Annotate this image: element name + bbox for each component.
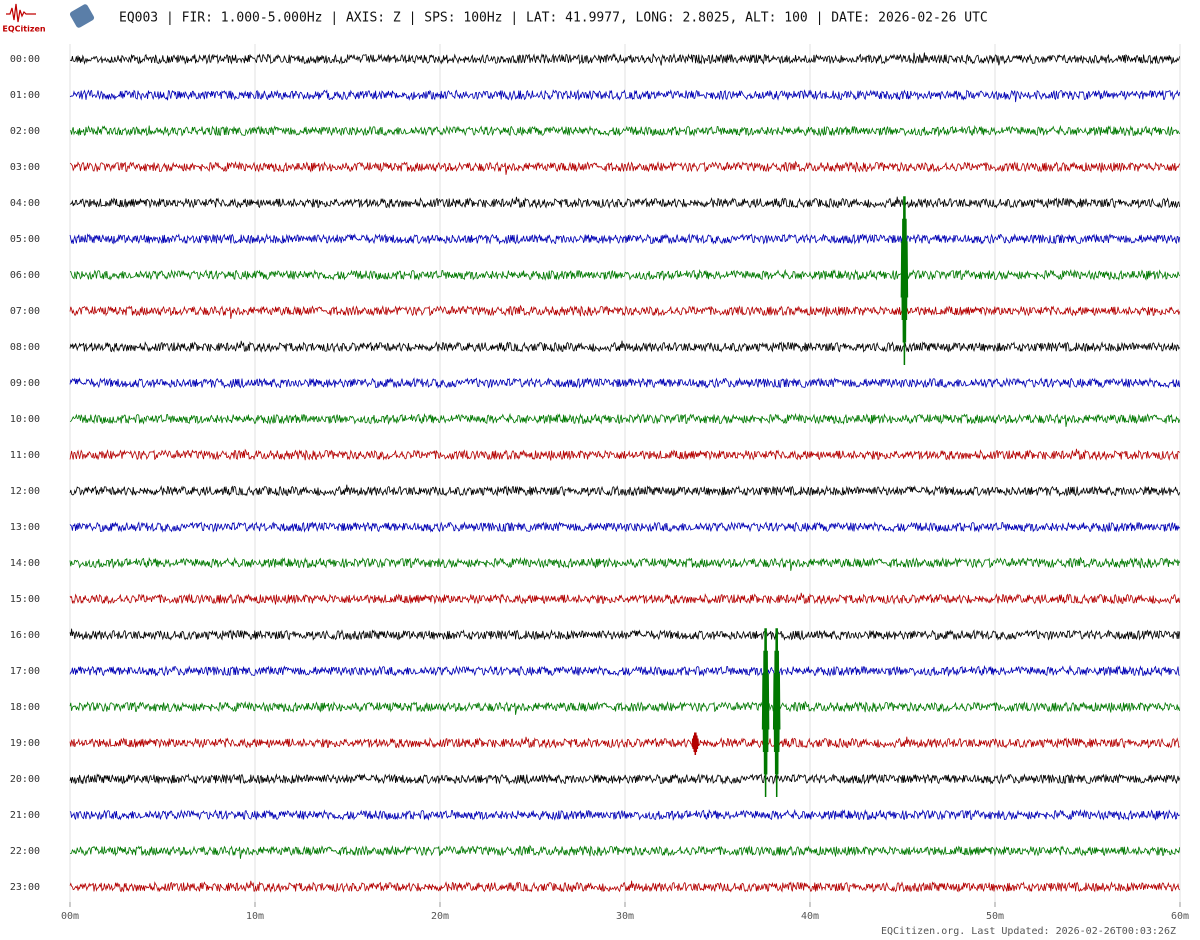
- trace: [69, 304, 1180, 319]
- row-label: 19:00: [10, 738, 40, 749]
- trace: [69, 808, 1180, 822]
- row-label: 04:00: [10, 198, 40, 209]
- x-tick-label: 40m: [801, 911, 819, 922]
- logo: EQCitizen: [2, 3, 95, 34]
- row-label: 23:00: [10, 882, 40, 893]
- event-spike: [772, 628, 781, 798]
- row-label: 10:00: [10, 414, 40, 425]
- event-spike: [900, 196, 909, 366]
- trace: [69, 448, 1180, 461]
- row-label: 15:00: [10, 594, 40, 605]
- row-label: 17:00: [10, 666, 40, 677]
- sensor-icon: [69, 4, 95, 28]
- trace: [69, 628, 1180, 641]
- x-tick-label: 00m: [61, 911, 79, 922]
- row-label: 21:00: [10, 810, 40, 821]
- row-label: 03:00: [10, 162, 40, 173]
- trace: [69, 773, 1180, 785]
- trace: [69, 233, 1180, 245]
- x-tick-label: 10m: [246, 911, 264, 922]
- row-label: 06:00: [10, 270, 40, 281]
- trace: [69, 377, 1180, 389]
- trace: [69, 556, 1180, 571]
- row-label: 11:00: [10, 450, 40, 461]
- logo-text: EQCitizen: [2, 25, 46, 34]
- trace: [69, 880, 1180, 893]
- x-tick-label: 60m: [1171, 911, 1189, 922]
- row-label: 02:00: [10, 126, 40, 137]
- trace: [69, 268, 1180, 282]
- trace: [69, 52, 1180, 66]
- trace: [69, 700, 1180, 715]
- x-tick-label: 30m: [616, 911, 634, 922]
- row-label: 14:00: [10, 558, 40, 569]
- footer: EQCitizen.org. Last Updated: 2026-02-26T…: [881, 926, 1176, 937]
- trace: [69, 484, 1180, 497]
- trace: [69, 412, 1180, 427]
- row-label: 20:00: [10, 774, 40, 785]
- trace: [69, 196, 1180, 209]
- row-label: 22:00: [10, 846, 40, 857]
- trace: [69, 89, 1180, 103]
- trace: [69, 592, 1180, 605]
- row-label: 09:00: [10, 378, 40, 389]
- trace: [69, 160, 1180, 175]
- row-label: 01:00: [10, 90, 40, 101]
- trace: [69, 736, 1180, 749]
- x-tick-label: 50m: [986, 911, 1004, 922]
- row-label: 12:00: [10, 486, 40, 497]
- row-label: 07:00: [10, 306, 40, 317]
- trace: [69, 521, 1180, 533]
- event-spike: [691, 732, 700, 756]
- chart-title: EQ003 | FIR: 1.000-5.000Hz | AXIS: Z | S…: [119, 11, 988, 26]
- trace: [69, 340, 1180, 353]
- row-label: 16:00: [10, 630, 40, 641]
- x-tick-label: 20m: [431, 911, 449, 922]
- row-label: 08:00: [10, 342, 40, 353]
- row-label: 00:00: [10, 54, 40, 65]
- row-label: 05:00: [10, 234, 40, 245]
- trace: [69, 664, 1180, 678]
- row-label: 13:00: [10, 522, 40, 533]
- trace: [69, 124, 1180, 138]
- event-spike: [761, 628, 770, 798]
- row-label: 18:00: [10, 702, 40, 713]
- logo-wave: [6, 3, 36, 23]
- trace: [69, 844, 1180, 859]
